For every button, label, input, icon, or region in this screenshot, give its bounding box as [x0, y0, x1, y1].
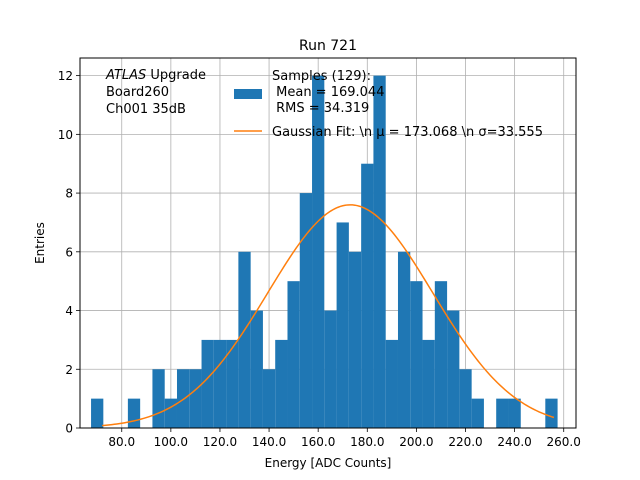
y-tick-label: 12 [58, 69, 73, 83]
y-tick-label: 6 [65, 245, 73, 259]
histogram-bar [127, 398, 141, 428]
histogram-bar [348, 251, 362, 428]
gaussian-fit-curve [102, 204, 555, 427]
histogram-bar [447, 310, 460, 428]
histogram-bar [213, 339, 227, 428]
legend-label: Gaussian Fit: \n μ = 173.068 \n σ=33.555 [272, 125, 543, 140]
histogram-bar [262, 369, 276, 428]
histogram-bar [238, 251, 251, 428]
annotation-line: ATLAS Upgrade [105, 68, 206, 83]
chart-title: Run 721 [299, 38, 357, 54]
y-tick-label: 8 [65, 187, 73, 201]
histogram-bar [545, 398, 558, 428]
histogram-bar [287, 281, 300, 428]
histogram-bar [471, 398, 484, 428]
histogram-bar [434, 281, 448, 428]
y-tick-label: 0 [65, 422, 73, 436]
legend-label: RMS = 34.319 [272, 101, 369, 116]
legend-label: Samples (129): [272, 69, 371, 84]
x-tick-label: 160.0 [301, 435, 335, 449]
histogram-bar [91, 398, 104, 428]
x-axis-ticks: 80.0 100.0 120.0 140.0 160.0 180.0 200.0 220.0 2… [108, 428, 581, 449]
histogram-bar [324, 310, 337, 428]
y-tick-label: 10 [58, 128, 73, 142]
x-tick-label: 240.0 [497, 435, 531, 449]
y-tick-label: 4 [65, 304, 73, 318]
histogram-bar [250, 310, 263, 428]
y-axis-ticks: 0 2 4 6 8 10 12 [58, 69, 80, 436]
histogram-bar [422, 339, 435, 428]
x-tick-label: 260.0 [547, 435, 581, 449]
histogram-bar [508, 398, 521, 428]
histogram-bar [496, 398, 509, 428]
histogram-bar [410, 281, 423, 428]
histogram-bar [299, 193, 313, 428]
y-axis-label: Entries [33, 222, 47, 264]
histogram-bar [189, 369, 202, 428]
y-tick-label: 2 [65, 363, 73, 377]
x-tick-label: 200.0 [399, 435, 433, 449]
legend: Samples (129): Mean = 169.044 RMS = 34.3… [234, 69, 543, 140]
histogram-bar [397, 251, 411, 428]
histogram-bar [361, 163, 374, 428]
x-tick-label: 180.0 [350, 435, 384, 449]
x-tick-label: 80.0 [108, 435, 135, 449]
histogram-bars [91, 75, 558, 428]
annotation-line: Board260 [106, 85, 169, 100]
histogram-bar [152, 369, 165, 428]
histogram-bar [275, 339, 288, 428]
histogram-bar [226, 339, 239, 428]
histogram-bar [373, 75, 386, 428]
atlas-annotation: ATLAS Upgrade Board260 Ch001 35dB [105, 68, 206, 117]
x-tick-label: 100.0 [154, 435, 188, 449]
gaussian-fit-line [102, 204, 555, 427]
histogram-bar [201, 339, 214, 428]
legend-label: Mean = 169.044 [272, 85, 384, 100]
histogram-bar [336, 222, 349, 428]
x-tick-label: 140.0 [252, 435, 286, 449]
legend-patch [234, 89, 262, 99]
annotation-line: Ch001 35dB [106, 102, 186, 117]
histogram-bar [312, 75, 325, 428]
histogram-bar [385, 339, 398, 428]
histogram-bar [459, 369, 472, 428]
plot-frame [79, 57, 577, 429]
x-axis-label: Energy [ADC Counts] [265, 456, 392, 470]
x-tick-label: 220.0 [448, 435, 482, 449]
histogram-bar [164, 398, 177, 428]
x-tick-label: 120.0 [203, 435, 237, 449]
